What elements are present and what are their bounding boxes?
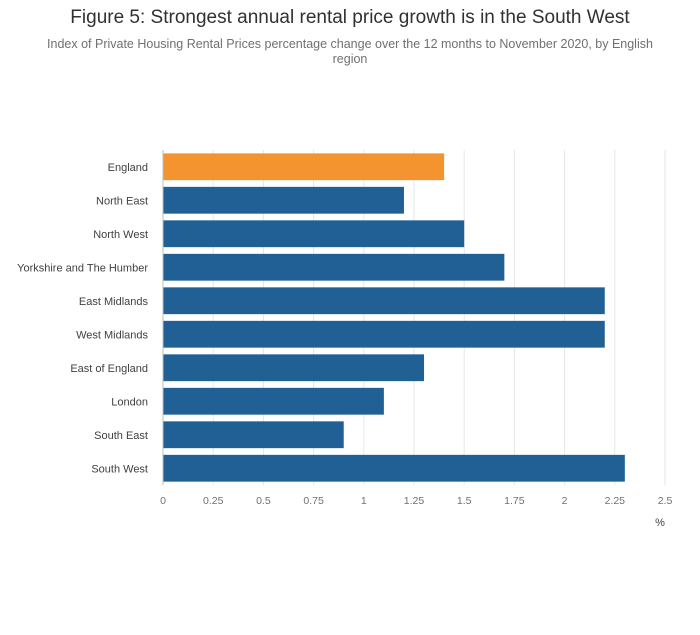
y-category-label: North West [93, 229, 148, 241]
y-category-label: West Midlands [76, 329, 148, 341]
chart-title: Figure 5: Strongest annual rental price … [70, 7, 630, 28]
x-tick-label: 1.5 [457, 495, 472, 507]
bar [163, 253, 505, 281]
chart-subtitle: Index of Private Housing Rental Prices p… [47, 37, 653, 66]
x-tick-label: 0.25 [203, 495, 224, 507]
bar [163, 320, 605, 348]
bar [163, 354, 425, 382]
bar [163, 421, 344, 449]
y-category-label: South East [94, 430, 148, 442]
x-tick-label: 1.25 [404, 495, 425, 507]
bar [163, 287, 605, 315]
x-tick-label: 1.75 [504, 495, 525, 507]
y-category-label: Yorkshire and The Humber [17, 262, 148, 274]
x-tick-label: 0.5 [256, 495, 271, 507]
x-tick-label: 0 [160, 495, 166, 507]
x-tick-label: 2.25 [605, 495, 626, 507]
y-category-label: England [108, 162, 148, 174]
y-category-label: East Midlands [79, 296, 149, 308]
bar [163, 387, 384, 415]
y-category-label: East of England [70, 363, 148, 375]
bar [163, 454, 625, 482]
x-tick-label: 2 [562, 495, 568, 507]
bar [163, 153, 445, 181]
x-tick-label: 1 [361, 495, 367, 507]
bar [163, 220, 465, 248]
x-axis-label: % [655, 517, 665, 529]
y-category-label: South West [91, 463, 148, 475]
x-tick-label: 2.5 [658, 495, 673, 507]
y-category-label: London [111, 396, 148, 408]
y-category-label: North East [96, 195, 148, 207]
x-tick-label: 0.75 [303, 495, 324, 507]
bar [163, 186, 404, 214]
